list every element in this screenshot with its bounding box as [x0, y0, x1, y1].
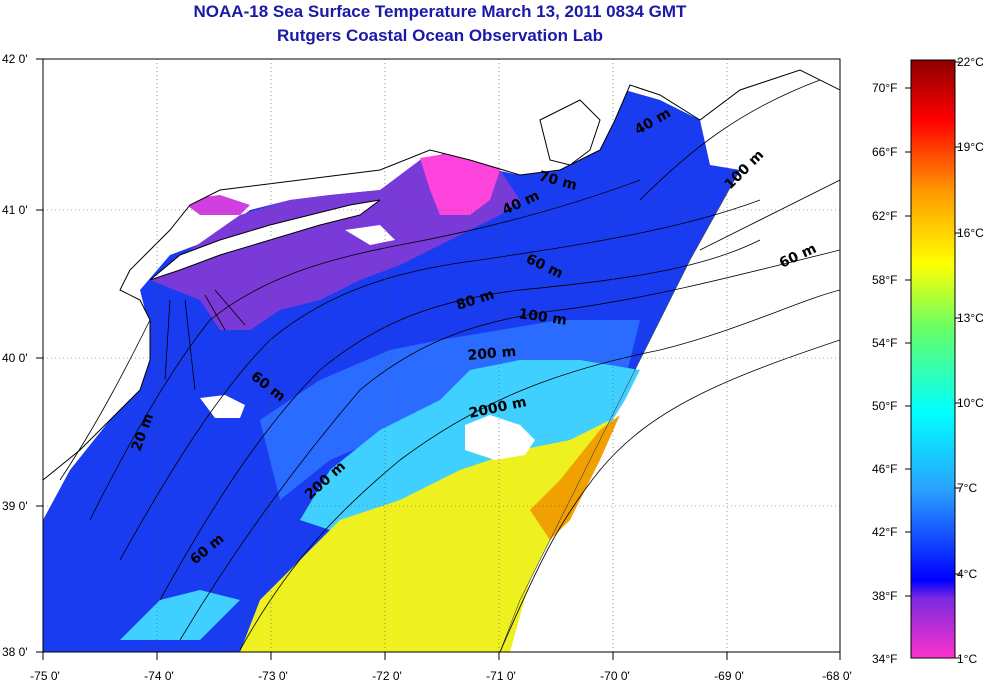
colorbar-label-f: 34°F [872, 652, 898, 666]
cloud-mask-3 [345, 225, 395, 245]
colorbar-label-f: 62°F [872, 209, 898, 223]
lat-label: 41 0' [2, 203, 28, 217]
map-border [42, 58, 841, 653]
land-long-island [149, 199, 381, 281]
lon-label: -69 0' [714, 669, 744, 683]
warm-yellow-water [240, 420, 610, 652]
lon-label: -71 0' [486, 669, 516, 683]
purple-cold-water [150, 152, 520, 330]
contour-200m [239, 289, 840, 651]
colorbar [910, 59, 956, 659]
colorbar-label-f: 46°F [872, 462, 898, 476]
lat-label: 40 0' [2, 351, 28, 365]
lat-label: 42 0' [2, 52, 28, 66]
swath-edge [499, 169, 741, 652]
lon-label: -68 0' [822, 669, 852, 683]
colorbar-label-c: 1°C [957, 652, 978, 666]
graticule [43, 59, 840, 652]
colorbar-label-f: 54°F [872, 336, 898, 350]
lon-label: -72 0' [372, 669, 402, 683]
lon-label: -75 0' [30, 669, 60, 683]
contour-100m [179, 249, 840, 641]
contour-40m [89, 179, 641, 521]
lon-label: -70 0' [600, 669, 630, 683]
lon-label: -73 0' [258, 669, 288, 683]
canyon-lines [164, 289, 246, 391]
contour-label: 200 m [467, 344, 517, 364]
colorbar-label-f: 58°F [872, 273, 898, 287]
contour-20m [59, 319, 151, 481]
colorbar-label-c: 16°C [957, 226, 984, 240]
contour-80m [159, 239, 761, 601]
colorbar-label-c: 22°C [957, 55, 984, 69]
lat-label: 39 0' [2, 499, 28, 513]
colorbar-label-f: 66°F [872, 145, 898, 159]
cloud-mask-1 [465, 415, 535, 460]
contour-2000m [499, 339, 840, 652]
lon-label: -74 0' [144, 669, 174, 683]
colorbar-ticks [905, 61, 961, 659]
map-title: NOAA-18 Sea Surface Temperature March 13… [193, 2, 687, 21]
contour-shelf-east [639, 79, 821, 201]
colorbar-label-c: 13°C [957, 311, 984, 325]
map-subtitle: Rutgers Coastal Ocean Observation Lab [277, 26, 603, 45]
contour-60m [119, 199, 761, 561]
cloud-mask-2 [200, 395, 245, 418]
colorbar-label-c: 4°C [957, 567, 978, 581]
land-new-england [43, 59, 840, 481]
colorbar-label-f: 38°F [872, 589, 898, 603]
colorbar-label-c: 7°C [957, 481, 978, 495]
colorbar-label-c: 10°C [957, 396, 984, 410]
colorbar-label-f: 50°F [872, 399, 898, 413]
colorbar-label-f: 70°F [872, 81, 898, 95]
pink-cold-water [420, 150, 500, 215]
bathymetry-contours [59, 79, 840, 652]
contour-shelf-east-2 [699, 179, 840, 251]
axis-ticks [36, 58, 841, 660]
colorbar-label-c: 19°C [957, 140, 984, 154]
warm-orange-water [530, 415, 620, 540]
contour-label: 100 m [517, 306, 567, 329]
colorbar-label-f: 42°F [872, 525, 898, 539]
lat-label: 38 0' [2, 645, 28, 659]
land-cape-cod [539, 99, 601, 166]
cyan-patch-south [120, 590, 240, 640]
